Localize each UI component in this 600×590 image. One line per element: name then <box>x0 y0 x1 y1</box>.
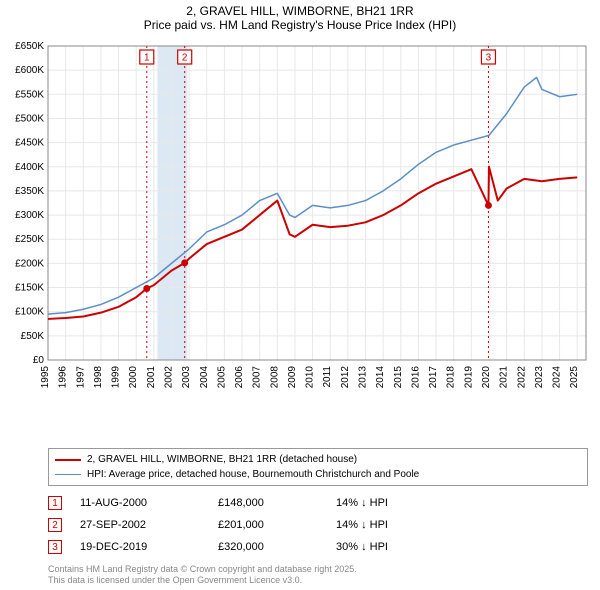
svg-text:2021: 2021 <box>499 366 510 389</box>
svg-text:2015: 2015 <box>393 366 404 389</box>
svg-text:2002: 2002 <box>163 366 174 389</box>
line-chart: £0£50K£100K£150K£200K£250K£300K£350K£400… <box>48 44 588 404</box>
sale-pct: 14% ↓ HPI <box>336 519 476 531</box>
svg-text:£250K: £250K <box>15 234 44 245</box>
svg-text:£300K: £300K <box>15 210 44 221</box>
svg-text:2016: 2016 <box>410 366 421 389</box>
sale-price: £201,000 <box>218 519 318 531</box>
svg-text:1996: 1996 <box>58 366 69 389</box>
svg-text:£100K: £100K <box>15 307 44 318</box>
svg-text:£450K: £450K <box>15 138 44 149</box>
svg-text:£150K: £150K <box>15 283 44 294</box>
legend-swatch <box>55 459 81 461</box>
svg-text:£550K: £550K <box>15 89 44 100</box>
svg-text:2012: 2012 <box>340 366 351 389</box>
svg-text:2013: 2013 <box>358 366 369 389</box>
svg-text:£350K: £350K <box>15 186 44 197</box>
svg-text:2017: 2017 <box>428 366 439 389</box>
sale-date: 19-DEC-2019 <box>80 541 200 553</box>
legend: 2, GRAVEL HILL, WIMBORNE, BH21 1RR (deta… <box>48 448 588 486</box>
svg-text:2023: 2023 <box>534 366 545 389</box>
sale-date: 27-SEP-2002 <box>80 519 200 531</box>
svg-text:2022: 2022 <box>516 366 527 389</box>
svg-text:2007: 2007 <box>252 366 263 389</box>
svg-text:£0: £0 <box>33 355 45 366</box>
sale-marker-icon: 3 <box>48 540 62 554</box>
svg-text:£600K: £600K <box>15 65 44 76</box>
svg-text:£500K: £500K <box>15 113 44 124</box>
svg-text:2010: 2010 <box>305 366 316 389</box>
svg-text:2014: 2014 <box>375 366 386 389</box>
svg-text:2011: 2011 <box>322 366 333 388</box>
svg-text:2: 2 <box>182 53 188 64</box>
sale-pct: 30% ↓ HPI <box>336 541 476 553</box>
page-container: 2, GRAVEL HILL, WIMBORNE, BH21 1RR Price… <box>0 0 600 590</box>
legend-label: HPI: Average price, detached house, Bour… <box>87 467 419 482</box>
sale-marker-icon: 2 <box>48 518 62 532</box>
title-line-2: Price paid vs. HM Land Registry's House … <box>0 18 600 32</box>
sale-price: £148,000 <box>218 497 318 509</box>
chart-title: 2, GRAVEL HILL, WIMBORNE, BH21 1RR Price… <box>0 0 600 34</box>
svg-text:1: 1 <box>144 53 150 64</box>
svg-text:2005: 2005 <box>216 366 227 389</box>
svg-text:£400K: £400K <box>15 162 44 173</box>
footer-line: Contains HM Land Registry data © Crown c… <box>48 564 357 575</box>
svg-text:2008: 2008 <box>269 366 280 389</box>
svg-text:£200K: £200K <box>15 258 44 269</box>
svg-text:2009: 2009 <box>287 366 298 389</box>
svg-text:2020: 2020 <box>481 366 492 389</box>
svg-text:1999: 1999 <box>111 366 122 389</box>
svg-text:£650K: £650K <box>15 41 44 52</box>
svg-text:1997: 1997 <box>75 366 86 389</box>
legend-swatch <box>55 474 81 476</box>
legend-item: 2, GRAVEL HILL, WIMBORNE, BH21 1RR (deta… <box>55 452 581 467</box>
legend-item: HPI: Average price, detached house, Bour… <box>55 467 581 482</box>
sale-date: 11-AUG-2000 <box>80 497 200 509</box>
svg-text:2000: 2000 <box>128 366 139 389</box>
svg-text:3: 3 <box>486 53 492 64</box>
sale-price: £320,000 <box>218 541 318 553</box>
svg-text:2025: 2025 <box>569 366 580 389</box>
svg-text:£50K: £50K <box>21 331 45 342</box>
svg-text:2004: 2004 <box>199 366 210 389</box>
sale-pct: 14% ↓ HPI <box>336 497 476 509</box>
footer-line: This data is licensed under the Open Gov… <box>48 575 357 586</box>
sales-table: 1 11-AUG-2000 £148,000 14% ↓ HPI 2 27-SE… <box>48 492 588 558</box>
sale-row: 2 27-SEP-2002 £201,000 14% ↓ HPI <box>48 514 588 536</box>
svg-text:2018: 2018 <box>446 366 457 389</box>
svg-text:1998: 1998 <box>93 366 104 389</box>
sale-row: 1 11-AUG-2000 £148,000 14% ↓ HPI <box>48 492 588 514</box>
svg-text:2006: 2006 <box>234 366 245 389</box>
svg-text:1995: 1995 <box>40 366 51 389</box>
svg-text:2019: 2019 <box>463 366 474 389</box>
svg-text:2003: 2003 <box>181 366 192 389</box>
svg-text:2024: 2024 <box>552 366 563 389</box>
sale-marker-icon: 1 <box>48 496 62 510</box>
legend-label: 2, GRAVEL HILL, WIMBORNE, BH21 1RR (deta… <box>87 452 357 467</box>
sale-row: 3 19-DEC-2019 £320,000 30% ↓ HPI <box>48 536 588 558</box>
svg-text:2001: 2001 <box>146 366 157 389</box>
title-line-1: 2, GRAVEL HILL, WIMBORNE, BH21 1RR <box>0 4 600 18</box>
footer-attribution: Contains HM Land Registry data © Crown c… <box>48 564 357 587</box>
